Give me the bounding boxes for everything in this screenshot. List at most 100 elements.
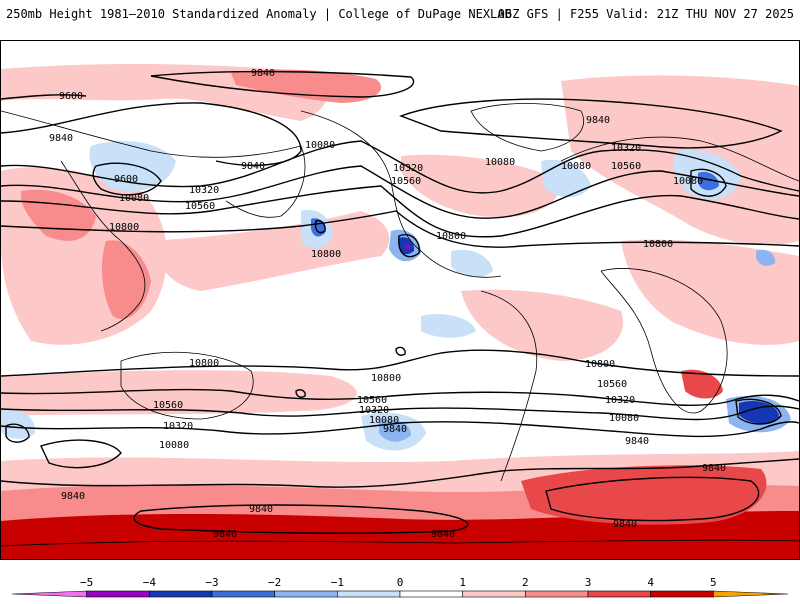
contour-9840-antarctic xyxy=(133,504,469,534)
contour-label: 10800 xyxy=(109,222,139,233)
coast-south-america xyxy=(480,290,538,482)
anomaly-pos-antarctic-deep xyxy=(1,511,799,559)
contour-label: 10320 xyxy=(359,405,389,416)
colorbar-segment xyxy=(587,590,651,598)
contour-label: 9840 xyxy=(383,424,407,435)
colorbar-tick-label: 2 xyxy=(522,576,529,589)
colorbar: −5 −4 −3 −2 −1 0 1 2 3 4 5 xyxy=(11,576,789,598)
contour-label: 10080 xyxy=(673,176,703,187)
contour-baja-low-loop xyxy=(398,234,420,258)
anomaly-pos-north-atlantic xyxy=(401,154,561,218)
contour-9840-southern-ocean xyxy=(545,476,760,522)
contour-label: 10080 xyxy=(485,157,515,168)
colorbar-segment xyxy=(462,590,526,598)
contour-label: 10080 xyxy=(561,161,591,172)
contour-9600-west xyxy=(1,94,87,100)
colorbar-tick-label: 3 xyxy=(585,576,592,589)
contour-10800-nh xyxy=(1,210,799,248)
anomaly-neg-caribbean xyxy=(451,249,493,278)
contour-small-loop-2 xyxy=(295,389,306,398)
colorbar-segment xyxy=(399,590,463,598)
map-title: 250mb Height 1981–2010 Standardized Anom… xyxy=(6,7,512,21)
anomaly-pos-south-africa xyxy=(681,369,723,399)
contour-10080-loop-europe xyxy=(690,168,727,197)
colorbar-tick-label: −1 xyxy=(331,576,344,589)
contour-label: 9840 xyxy=(241,161,265,172)
colorbar-segment xyxy=(525,590,589,598)
contour-small-loop-1 xyxy=(395,346,406,356)
colorbar-segment xyxy=(149,590,213,598)
colorbar-tick-label: −5 xyxy=(80,576,93,589)
model-run-info: 06Z GFS | F255 Valid: 21Z THU NOV 27 202… xyxy=(497,7,794,21)
map-header: 250mb Height 1981–2010 Standardized Anom… xyxy=(0,0,800,40)
contour-10320-sh xyxy=(1,405,799,421)
contour-9840-far-west-loop xyxy=(399,98,783,149)
colorbar-tick-label: −4 xyxy=(143,576,157,589)
colorbar-tick-label: 0 xyxy=(397,576,404,589)
colorbar-segment xyxy=(650,590,714,598)
contour-pacific-low-loop xyxy=(314,219,326,234)
anomaly-neg-east-africa xyxy=(756,249,776,266)
contour-label: 10800 xyxy=(189,358,219,369)
colorbar-segment xyxy=(337,590,401,598)
contour-label: 9840 xyxy=(61,491,85,502)
contour-10320-nh xyxy=(1,165,799,219)
contour-9840-sh xyxy=(1,458,799,488)
contour-label: 10080 xyxy=(369,415,399,426)
contour-label: 10800 xyxy=(371,373,401,384)
contour-label: 9840 xyxy=(251,68,275,79)
anomaly-neg-canada xyxy=(541,159,591,198)
contour-label: 10320 xyxy=(605,395,635,406)
colorbar-tick-label: −3 xyxy=(205,576,218,589)
contour-9840-arctic xyxy=(150,70,415,98)
colorbar-tick-labels: −5 −4 −3 −2 −1 0 1 2 3 4 5 xyxy=(80,576,717,589)
colorbar-tick-label: −2 xyxy=(268,576,281,589)
anomaly-pos-sh-band-1 xyxy=(1,370,357,416)
colorbar-tick-label: 5 xyxy=(710,576,717,589)
contour-indian-loop xyxy=(735,398,782,425)
coast-greenland xyxy=(470,103,584,152)
contour-label: 10800 xyxy=(311,249,341,260)
anomaly-map[interactable]: 9840 9600 9840 9600 9840 10080 10320 100… xyxy=(0,40,800,560)
anomaly-pos-alaska xyxy=(231,69,382,103)
anomaly-neg-south-pacific-core xyxy=(379,419,411,442)
colorbar-tick-label: 4 xyxy=(647,576,654,589)
contour-9600-loop xyxy=(92,162,162,196)
anomaly-pos-africa-east xyxy=(621,239,799,345)
contour-label: 9600 xyxy=(59,91,83,102)
contour-label: 9840 xyxy=(613,519,637,530)
contour-south-pacific-loop xyxy=(40,439,122,469)
colorbar-segment xyxy=(86,590,150,598)
coast-antarctica xyxy=(1,539,799,547)
contour-label: 10320 xyxy=(611,143,641,154)
anomaly-pos-sh-south-atlantic xyxy=(461,289,623,361)
contour-10080-sh xyxy=(1,421,799,438)
contour-label: 10800 xyxy=(643,239,673,250)
colorbar-segment xyxy=(713,590,789,598)
contour-label: 9840 xyxy=(249,504,273,515)
contour-label: 10320 xyxy=(163,421,193,432)
anomaly-pos-pacific-band xyxy=(151,211,390,291)
contour-label: 9840 xyxy=(586,115,610,126)
contour-label: 10320 xyxy=(393,163,423,174)
contour-sw-loop xyxy=(5,423,30,443)
contour-label: 9840 xyxy=(431,529,455,540)
contour-label: 10560 xyxy=(611,161,641,172)
anomaly-pos-philippines xyxy=(101,240,151,320)
contour-label: 10560 xyxy=(153,400,183,411)
anomaly-neg-eastern-europe-core xyxy=(698,171,719,191)
contour-label: 10080 xyxy=(305,140,335,151)
colorbar-tick-label: 1 xyxy=(459,576,466,589)
contour-label: 9600 xyxy=(114,174,138,185)
coast-asia xyxy=(1,110,306,218)
contour-label: 9840 xyxy=(213,529,237,540)
contour-label: 10080 xyxy=(119,193,149,204)
map-canvas: 9840 9600 9840 9600 9840 10080 10320 100… xyxy=(1,64,799,559)
contour-9840-west xyxy=(1,102,302,166)
color-legend: −5 −4 −3 −2 −1 0 1 2 3 4 5 xyxy=(0,566,800,600)
contour-label: 10800 xyxy=(585,359,615,370)
anomaly-neg-baja-center xyxy=(405,243,411,250)
contour-10560-nh xyxy=(1,185,799,238)
contour-label: 9840 xyxy=(625,436,649,447)
colorbar-segment xyxy=(211,590,275,598)
